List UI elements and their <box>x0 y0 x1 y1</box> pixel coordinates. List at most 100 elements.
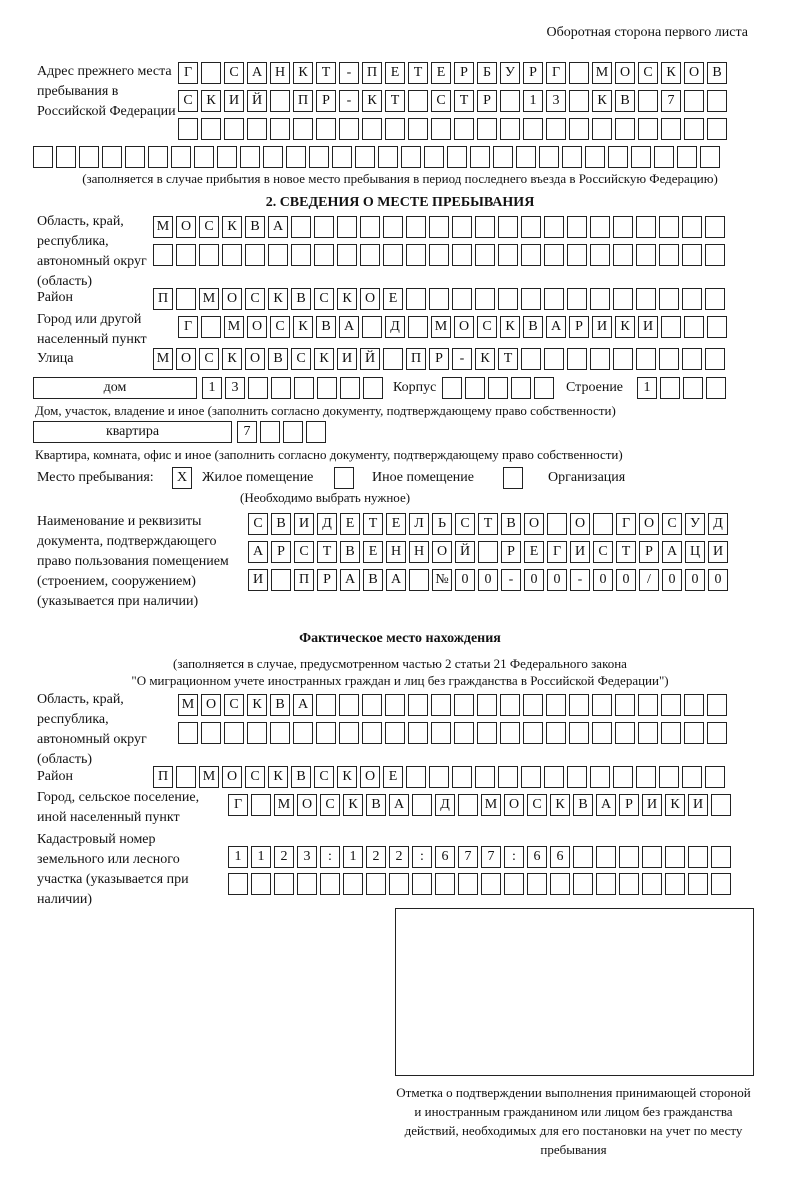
char-cell[interactable] <box>470 146 490 168</box>
char-cell[interactable] <box>362 316 382 338</box>
char-cell[interactable] <box>544 244 564 266</box>
char-cell[interactable]: 7 <box>661 90 681 112</box>
char-cell[interactable] <box>705 348 725 370</box>
char-cell[interactable] <box>707 722 727 744</box>
char-cell[interactable] <box>362 694 382 716</box>
char-cell[interactable]: К <box>337 766 357 788</box>
char-cell[interactable]: И <box>337 348 357 370</box>
char-cell[interactable] <box>176 766 196 788</box>
char-cell[interactable] <box>677 146 697 168</box>
char-cell[interactable]: - <box>501 569 521 591</box>
char-cell[interactable] <box>613 216 633 238</box>
char-cell[interactable] <box>661 722 681 744</box>
char-cell[interactable]: С <box>224 62 244 84</box>
char-cell[interactable]: Г <box>228 794 248 816</box>
char-cell[interactable] <box>176 244 196 266</box>
char-cell[interactable]: Т <box>363 513 383 535</box>
char-cell[interactable] <box>452 766 472 788</box>
char-cell[interactable]: И <box>592 316 612 338</box>
char-cell[interactable] <box>523 694 543 716</box>
char-cell[interactable] <box>711 794 731 816</box>
char-cell[interactable] <box>684 90 704 112</box>
char-cell[interactable] <box>684 694 704 716</box>
char-cell[interactable]: К <box>222 348 242 370</box>
char-cell[interactable] <box>661 118 681 140</box>
char-cell[interactable] <box>297 873 317 895</box>
char-cell[interactable]: И <box>638 316 658 338</box>
char-cell[interactable]: М <box>481 794 501 816</box>
char-cell[interactable] <box>316 118 336 140</box>
char-cell[interactable]: - <box>570 569 590 591</box>
char-cell[interactable] <box>498 766 518 788</box>
char-cell[interactable]: О <box>360 766 380 788</box>
char-cell[interactable]: О <box>247 316 267 338</box>
char-cell[interactable]: Р <box>639 541 659 563</box>
char-cell[interactable] <box>178 118 198 140</box>
char-cell[interactable] <box>592 118 612 140</box>
char-cell[interactable]: 7 <box>481 846 501 868</box>
char-cell[interactable]: У <box>685 513 705 535</box>
char-cell[interactable]: С <box>248 513 268 535</box>
char-cell[interactable]: 1 <box>228 846 248 868</box>
char-cell[interactable]: Н <box>386 541 406 563</box>
char-cell[interactable] <box>201 118 221 140</box>
char-cell[interactable] <box>550 873 570 895</box>
char-cell[interactable]: Р <box>317 569 337 591</box>
char-cell[interactable]: В <box>271 513 291 535</box>
char-cell[interactable] <box>408 118 428 140</box>
char-cell[interactable] <box>424 146 444 168</box>
char-cell[interactable] <box>707 90 727 112</box>
char-cell[interactable]: К <box>247 694 267 716</box>
char-cell[interactable] <box>684 316 704 338</box>
char-cell[interactable]: С <box>593 541 613 563</box>
char-cell[interactable] <box>475 766 495 788</box>
char-cell[interactable] <box>452 288 472 310</box>
char-cell[interactable]: В <box>707 62 727 84</box>
char-cell[interactable] <box>458 873 478 895</box>
char-cell[interactable]: К <box>201 90 221 112</box>
char-cell[interactable]: В <box>270 694 290 716</box>
char-cell[interactable]: Т <box>498 348 518 370</box>
char-cell[interactable] <box>431 118 451 140</box>
char-cell[interactable]: О <box>176 348 196 370</box>
char-cell[interactable]: А <box>386 569 406 591</box>
char-cell[interactable] <box>659 244 679 266</box>
char-cell[interactable]: С <box>314 288 334 310</box>
char-cell[interactable]: 0 <box>593 569 613 591</box>
char-cell[interactable] <box>339 118 359 140</box>
korpus-cells[interactable] <box>442 377 554 399</box>
region-row-2[interactable] <box>153 244 725 266</box>
char-cell[interactable] <box>488 377 508 399</box>
char-cell[interactable] <box>270 118 290 140</box>
char-cell[interactable] <box>493 146 513 168</box>
char-cell[interactable] <box>707 118 727 140</box>
char-cell[interactable]: П <box>153 766 173 788</box>
char-cell[interactable]: Л <box>409 513 429 535</box>
char-cell[interactable] <box>378 146 398 168</box>
char-cell[interactable]: 2 <box>366 846 386 868</box>
char-cell[interactable]: 1 <box>523 90 543 112</box>
char-cell[interactable] <box>705 288 725 310</box>
char-cell[interactable] <box>320 873 340 895</box>
char-cell[interactable] <box>615 722 635 744</box>
char-cell[interactable] <box>521 216 541 238</box>
char-cell[interactable] <box>498 244 518 266</box>
char-cell[interactable] <box>458 794 478 816</box>
char-cell[interactable]: Д <box>435 794 455 816</box>
char-cell[interactable] <box>447 146 467 168</box>
char-cell[interactable]: Е <box>431 62 451 84</box>
char-cell[interactable]: Е <box>386 513 406 535</box>
char-cell[interactable] <box>659 348 679 370</box>
char-cell[interactable]: 6 <box>550 846 570 868</box>
char-cell[interactable]: В <box>573 794 593 816</box>
char-cell[interactable] <box>682 348 702 370</box>
char-cell[interactable]: Р <box>454 62 474 84</box>
char-cell[interactable]: № <box>432 569 452 591</box>
char-cell[interactable] <box>642 846 662 868</box>
apartment-type-field[interactable]: квартира <box>33 421 232 443</box>
char-cell[interactable]: К <box>362 90 382 112</box>
